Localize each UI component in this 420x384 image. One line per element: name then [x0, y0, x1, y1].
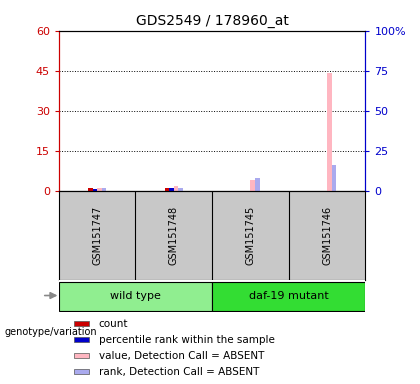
Text: count: count: [99, 319, 128, 329]
Text: GSM151745: GSM151745: [245, 206, 255, 265]
Bar: [74, 353, 89, 358]
Bar: [178, 188, 183, 191]
Text: percentile rank within the sample: percentile rank within the sample: [99, 335, 275, 345]
Bar: [59, 282, 212, 311]
Text: wild type: wild type: [110, 291, 161, 301]
Bar: [165, 189, 169, 191]
Bar: [74, 337, 89, 342]
Bar: [92, 189, 97, 191]
Bar: [102, 188, 106, 191]
Bar: [169, 188, 174, 191]
Text: GSM151746: GSM151746: [322, 206, 332, 265]
Text: GSM151747: GSM151747: [92, 206, 102, 265]
Text: GSM151748: GSM151748: [169, 206, 179, 265]
Title: GDS2549 / 178960_at: GDS2549 / 178960_at: [136, 14, 289, 28]
Bar: [255, 178, 260, 191]
Text: daf-19 mutant: daf-19 mutant: [249, 291, 328, 301]
Bar: [250, 180, 255, 191]
Bar: [74, 321, 89, 326]
Text: value, Detection Call = ABSENT: value, Detection Call = ABSENT: [99, 351, 264, 361]
Bar: [74, 369, 89, 374]
Bar: [88, 189, 92, 191]
Bar: [212, 282, 365, 311]
Bar: [327, 73, 332, 191]
Text: rank, Detection Call = ABSENT: rank, Detection Call = ABSENT: [99, 367, 259, 377]
Bar: [97, 189, 102, 191]
Bar: [332, 166, 336, 191]
Bar: [174, 186, 178, 191]
Text: genotype/variation: genotype/variation: [4, 327, 97, 337]
